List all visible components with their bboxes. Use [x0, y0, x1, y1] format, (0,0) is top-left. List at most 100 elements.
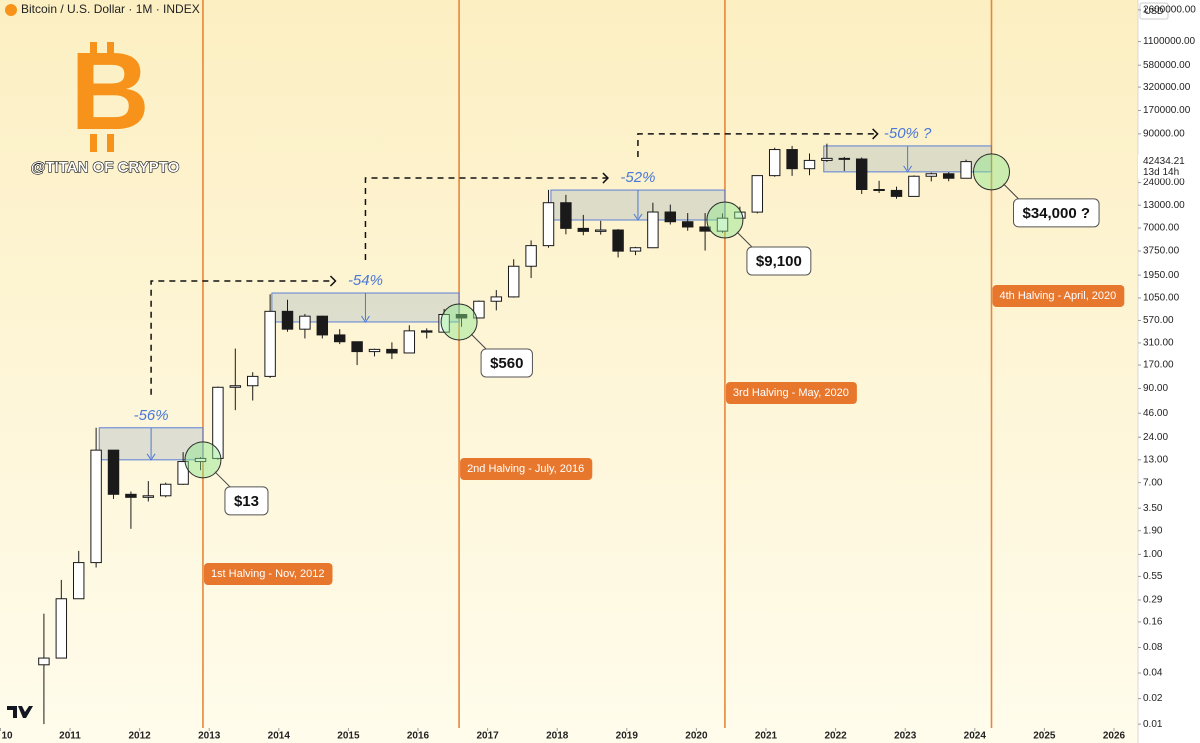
y-tick-label: 170.00	[1143, 360, 1174, 371]
candle-body	[368, 348, 381, 353]
candle-body	[229, 385, 242, 388]
candle-body	[142, 495, 155, 498]
y-tick-label: 13.00	[1143, 454, 1168, 465]
tv-logo	[7, 706, 33, 718]
candle-body	[873, 188, 885, 191]
halving-box	[992, 285, 1125, 307]
x-tick-label: 2023	[894, 731, 917, 742]
x-tick-label: 2013	[198, 731, 221, 742]
y-tick-label: 570.00	[1143, 315, 1174, 326]
candle-body	[942, 173, 955, 179]
y-tick-label: 1.90	[1143, 525, 1163, 536]
candle-body	[629, 247, 642, 252]
tv-logo-mark	[7, 706, 33, 718]
callout-label: $560	[490, 355, 523, 372]
x-tick-label: 2024	[964, 731, 987, 742]
candle-body	[333, 334, 346, 343]
x-tick-label: 2021	[755, 731, 778, 742]
y-tick-label: 580000.00	[1143, 60, 1191, 71]
y-tick-label: 7000.00	[1143, 223, 1180, 234]
candle-body	[351, 341, 363, 353]
dashed-path	[364, 177, 608, 261]
logo: B	[70, 30, 149, 153]
candle-body	[473, 300, 485, 319]
candle-body	[246, 375, 259, 387]
y-tick-label: 90.00	[1143, 383, 1168, 394]
logo-bar	[107, 134, 114, 152]
halving-tag: 4th Halving - April, 2020	[992, 285, 1125, 307]
plot-background	[0, 0, 1138, 743]
halving-label: 1st Halving - Nov, 2012	[211, 568, 325, 580]
x-tick-label: 2018	[546, 731, 569, 742]
callout-label: $34,000 ?	[1022, 205, 1090, 222]
y-tick-label: 3.50	[1143, 503, 1163, 514]
arrow-head	[361, 315, 370, 323]
candle-body	[960, 161, 972, 179]
candle-body	[281, 310, 294, 330]
y-tick-label: 0.29	[1143, 595, 1163, 606]
y-tick-label: 0.08	[1143, 642, 1163, 653]
candle-body	[925, 173, 938, 177]
callout-label: $13	[234, 493, 259, 510]
target-circle	[706, 201, 744, 239]
candle-body	[316, 315, 329, 336]
y-tick-label: 24000.00	[1143, 177, 1185, 188]
candle-body	[664, 211, 677, 223]
candle-body	[212, 386, 224, 459]
currency: USD	[1144, 6, 1164, 16]
logo-bar	[90, 134, 97, 152]
drawdown-label: -56%	[134, 407, 169, 424]
candle-body	[386, 348, 398, 354]
candle-body	[525, 245, 537, 267]
x-tick-label: 2025	[1033, 731, 1056, 742]
dashed-path	[150, 280, 336, 395]
candle-body	[507, 265, 520, 298]
y-tick-label: 0.55	[1143, 571, 1163, 582]
y-tick-label: 0.01	[1143, 719, 1163, 730]
y-tick-label: 1100000.00	[1143, 36, 1196, 47]
candle-body	[855, 158, 868, 190]
x-tick-label: 2017	[476, 731, 499, 742]
x-tick-label: 2019	[616, 731, 639, 742]
candle-body	[890, 189, 903, 197]
candle-body	[194, 457, 207, 463]
y-tick-label: 0.04	[1143, 668, 1163, 679]
x-tick-label: 2012	[128, 731, 151, 742]
y-tick-label: 13000.00	[1143, 200, 1185, 211]
candle-body	[72, 562, 85, 600]
price-label: 42434.21	[1143, 156, 1185, 167]
candle-body	[768, 149, 781, 177]
x-tick-label: 2011	[59, 731, 81, 742]
candle-body	[490, 296, 503, 302]
callout: $9,100	[746, 246, 812, 276]
arrow-head	[329, 275, 337, 287]
candle-body	[838, 157, 851, 160]
drawdown-label: -50% ?	[884, 125, 932, 142]
candle-body	[751, 175, 764, 213]
branding: @TITAN OF CRYPTO	[31, 159, 180, 176]
y-tick-label: 0.02	[1143, 693, 1163, 704]
x-tick-label: 2016	[407, 731, 430, 742]
x-tick-label: 2022	[824, 731, 847, 742]
candle-body	[125, 493, 137, 498]
candle-body	[542, 202, 555, 247]
currency-box[interactable]	[1139, 2, 1169, 20]
halving-box	[203, 563, 333, 585]
symbol-icon	[5, 4, 17, 16]
candle-body	[577, 227, 590, 232]
arrow-head	[872, 128, 879, 140]
candle-body	[786, 149, 798, 170]
candle-body	[420, 330, 433, 333]
countdown: 13d 14h	[1143, 167, 1179, 178]
logo-bar	[107, 42, 114, 62]
candle-body	[803, 159, 816, 170]
halving-box	[460, 458, 593, 480]
callout-box	[480, 348, 533, 378]
callout-box	[1012, 198, 1100, 228]
dashed-path	[637, 133, 878, 158]
candle-body	[55, 598, 68, 659]
y-tick-label: 0.16	[1143, 617, 1163, 628]
arrow-head	[903, 165, 913, 173]
y-tick-label: 320000.00	[1143, 82, 1191, 93]
